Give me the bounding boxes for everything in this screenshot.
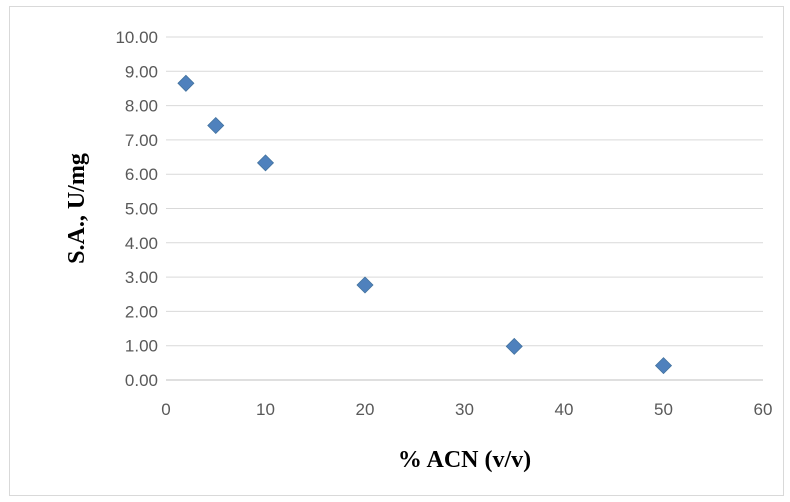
chart-frame <box>9 6 784 496</box>
y-tick-labels: 0.00 1.00 2.00 3.00 4.00 5.00 6.00 7.00 8.00 9.00… <box>115 28 158 390</box>
data-point-marker <box>207 116 225 135</box>
x-tick-label: 30 <box>455 400 474 419</box>
x-tick-label: 10 <box>256 400 275 419</box>
x-axis-title: % ACN (v/v) <box>398 447 531 473</box>
data-points <box>177 74 673 375</box>
y-tick-label: 7.00 <box>125 131 158 150</box>
x-tick-label: 40 <box>555 400 574 419</box>
x-tick-label: 60 <box>754 400 773 419</box>
y-tick-label: 1.00 <box>125 337 158 356</box>
y-tick-label: 9.00 <box>125 62 158 81</box>
y-tick-label: 10.00 <box>115 28 158 47</box>
y-axis-title: S.A., U/mg <box>64 153 90 264</box>
y-tick-label: 4.00 <box>125 234 158 253</box>
data-point-marker <box>256 154 275 172</box>
gridlines <box>166 36 763 347</box>
y-tick-label: 8.00 <box>125 97 158 116</box>
x-tick-label: 0 <box>161 400 170 419</box>
x-tick-label: 50 <box>654 400 673 419</box>
data-point-marker <box>505 337 523 355</box>
y-tick-label: 2.00 <box>125 302 158 321</box>
y-tick-label: 0.00 <box>125 371 158 390</box>
y-tick-label: 3.00 <box>125 268 158 287</box>
x-tick-label: 20 <box>356 400 375 419</box>
data-point-marker <box>177 74 195 92</box>
y-tick-label: 5.00 <box>125 200 158 219</box>
data-point-marker <box>356 276 374 294</box>
x-tick-labels: 0 10 20 30 40 50 60 <box>161 400 772 419</box>
data-point-marker <box>654 357 673 375</box>
y-tick-label: 6.00 <box>125 165 158 184</box>
